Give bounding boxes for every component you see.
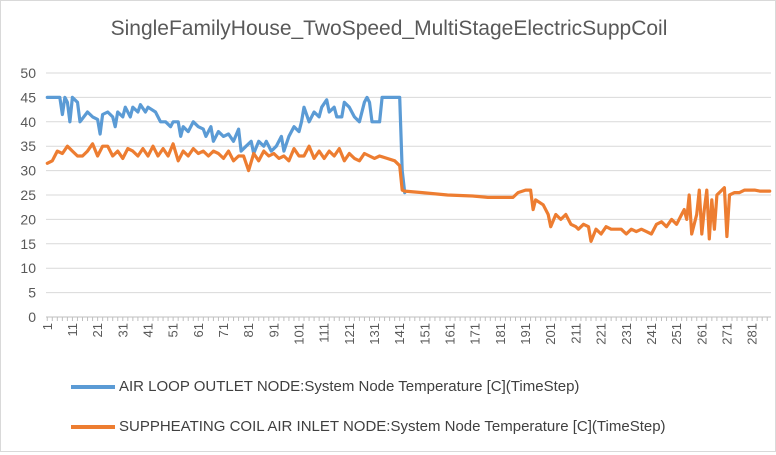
x-tick-label: 71 — [216, 323, 231, 337]
x-tick-label: 31 — [115, 323, 130, 337]
x-axis-tick-labels: 1 11 21 31 41 51 61 71 81 91 101 111 121 131 141 151 161… — [40, 323, 760, 345]
y-tick-label: 35 — [20, 138, 36, 154]
x-tick-label: 101 — [291, 323, 306, 345]
y-tick-label: 5 — [28, 285, 36, 301]
series-line-suppheating-coil-inlet — [45, 142, 772, 243]
x-tick-label: 231 — [619, 323, 634, 345]
y-tick-label: 40 — [20, 114, 36, 130]
y-tick-label: 25 — [20, 187, 36, 203]
chart-title: SingleFamilyHouse_TwoSpeed_MultiStageEle… — [110, 17, 668, 40]
x-tick-label: 141 — [392, 323, 407, 345]
y-tick-label: 0 — [28, 309, 36, 325]
x-tick-label: 1 — [40, 323, 55, 330]
x-tick-label: 51 — [166, 323, 181, 337]
x-tick-label: 121 — [342, 323, 357, 345]
x-tick-label: 81 — [241, 323, 256, 337]
x-tick-label: 131 — [367, 323, 382, 345]
x-tick-label: 171 — [468, 323, 483, 345]
series-line-air-loop-outlet — [45, 95, 407, 195]
gridlines — [46, 72, 771, 294]
x-tick-label: 41 — [140, 323, 155, 337]
x-tick-label: 201 — [543, 323, 558, 345]
x-axis — [46, 316, 771, 321]
x-tick-label: 161 — [443, 323, 458, 345]
y-tick-label: 10 — [20, 260, 36, 276]
x-tick-label: 271 — [719, 323, 734, 345]
x-tick-label: 91 — [266, 323, 281, 337]
x-tick-label: 151 — [417, 323, 432, 345]
x-tick-label: 281 — [745, 323, 760, 345]
x-tick-label: 61 — [191, 323, 206, 337]
y-tick-label: 50 — [20, 65, 36, 81]
legend-label-air-loop-outlet: AIR LOOP OUTLET NODE:System Node Tempera… — [119, 378, 580, 395]
y-tick-label: 30 — [20, 163, 36, 179]
y-axis-tick-labels: 0 5 10 15 20 25 30 35 40 45 50 — [20, 65, 36, 325]
x-tick-label: 191 — [518, 323, 533, 345]
legend-swatch-suppheating-coil-inlet — [71, 425, 115, 429]
x-tick-label: 221 — [594, 323, 609, 345]
y-tick-label: 20 — [20, 211, 36, 227]
legend-swatch-air-loop-outlet — [71, 385, 115, 389]
x-tick-label: 241 — [644, 323, 659, 345]
x-tick-label: 21 — [90, 323, 105, 337]
series-lines — [45, 95, 772, 243]
x-tick-label: 181 — [493, 323, 508, 345]
legend-label-suppheating-coil-inlet: SUPPHEATING COIL AIR INLET NODE:System N… — [119, 418, 666, 435]
x-tick-label: 211 — [568, 323, 583, 344]
y-tick-label: 15 — [20, 236, 36, 252]
x-tick-label: 111 — [317, 323, 332, 343]
x-tick-label: 261 — [694, 323, 709, 345]
x-tick-label: 251 — [669, 323, 684, 345]
x-tick-label: 11 — [65, 323, 80, 337]
y-tick-label: 45 — [20, 89, 36, 105]
